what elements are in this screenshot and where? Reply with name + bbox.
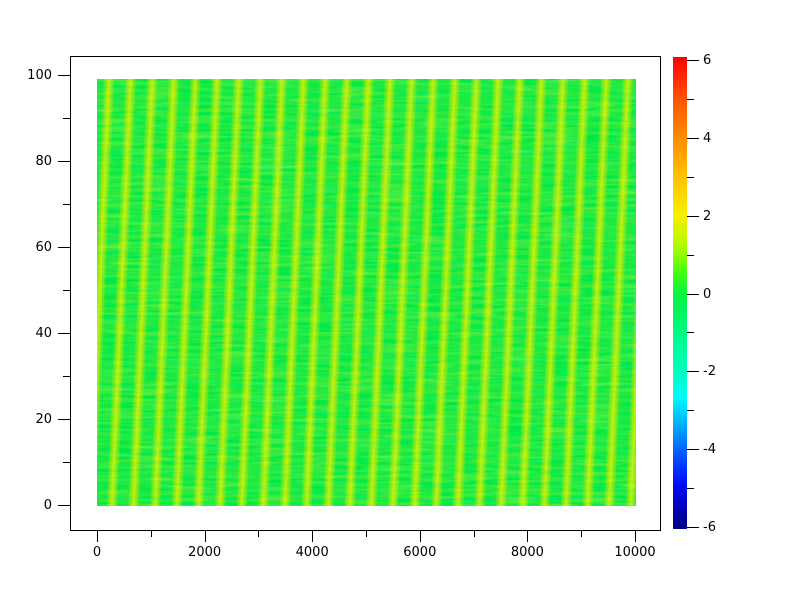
x-major-tick-mark — [419, 531, 421, 542]
y-major-tick-mark — [58, 505, 70, 506]
y-tick-label: 40 — [35, 326, 52, 341]
colorbar-major-tick-mark — [687, 60, 699, 62]
x-tick-label: 2000 — [188, 545, 222, 560]
colorbar-tick-label: -6 — [703, 519, 716, 535]
y-tick-label: 20 — [35, 412, 52, 427]
heatmap-noise-texture — [97, 79, 636, 506]
x-major-tick-mark — [635, 531, 636, 542]
x-major-tick-mark — [97, 531, 98, 542]
y-tick-label: 100 — [27, 68, 52, 83]
y-major-tick-mark — [58, 247, 70, 248]
heatmap-plot-area — [97, 79, 636, 506]
x-minor-tick-mark — [366, 531, 367, 537]
colorbar-tick-label: -4 — [703, 442, 716, 458]
colorbar-major-tick-mark — [687, 371, 699, 373]
colorbar-tick-label: 4 — [703, 130, 712, 146]
colorbar-minor-tick-mark — [687, 488, 694, 489]
y-major-tick-mark — [58, 75, 70, 76]
colorbar-tick-label: 0 — [703, 286, 712, 302]
y-minor-tick-mark — [63, 290, 70, 291]
colorbar-major-tick-mark — [687, 215, 699, 217]
colorbar-tick-label: 6 — [703, 53, 712, 69]
x-major-tick-mark — [204, 531, 206, 542]
y-tick-label: 60 — [35, 240, 52, 255]
x-tick-label: 8000 — [510, 545, 544, 560]
x-major-tick-mark — [312, 531, 314, 542]
colorbar-major-tick-mark — [687, 449, 699, 451]
colorbar — [673, 57, 687, 529]
colorbar-minor-tick-mark — [687, 254, 694, 256]
x-major-tick-mark — [527, 531, 529, 542]
colorbar-tick-label: -2 — [703, 364, 716, 380]
y-tick-label: 0 — [43, 498, 52, 513]
colorbar-major-tick-mark — [687, 293, 699, 295]
y-minor-tick-mark — [63, 376, 70, 377]
y-major-tick-mark — [58, 333, 70, 334]
x-minor-tick-mark — [150, 531, 152, 537]
colorbar-major-tick-mark — [687, 526, 699, 528]
x-tick-label: 0 — [92, 545, 102, 560]
colorbar-minor-tick-mark — [687, 99, 694, 100]
colorbar-minor-tick-mark — [687, 176, 694, 178]
x-minor-tick-mark — [258, 531, 260, 537]
x-minor-tick-mark — [581, 531, 583, 537]
x-tick-label: 10000 — [614, 545, 656, 560]
y-minor-tick-mark — [63, 118, 70, 119]
x-tick-label: 4000 — [295, 545, 329, 560]
colorbar-minor-tick-mark — [687, 410, 694, 412]
y-major-tick-mark — [58, 161, 70, 162]
y-minor-tick-mark — [63, 462, 70, 463]
x-tick-label: 6000 — [403, 545, 437, 560]
colorbar-minor-tick-mark — [687, 332, 694, 334]
y-minor-tick-mark — [63, 204, 70, 205]
x-minor-tick-mark — [473, 531, 475, 537]
colorbar-tick-label: 2 — [703, 208, 712, 224]
y-tick-label: 80 — [35, 154, 52, 169]
colorbar-major-tick-mark — [687, 137, 699, 139]
y-major-tick-mark — [58, 419, 70, 420]
